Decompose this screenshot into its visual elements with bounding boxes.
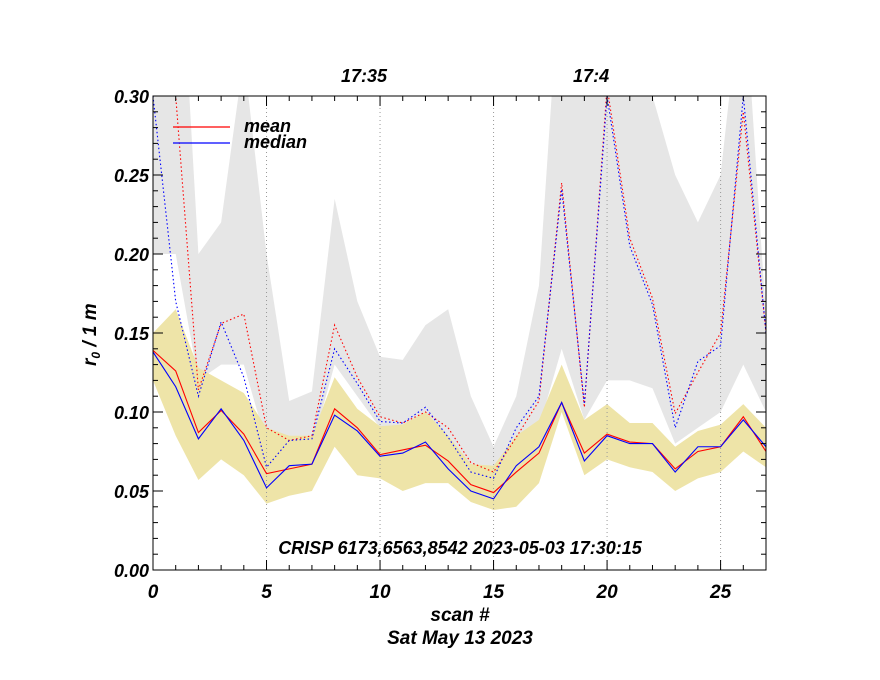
series-line-2 bbox=[175, 96, 766, 473]
x-tick-label-3: 15 bbox=[483, 582, 505, 603]
y-tick-label-5: 0.25 bbox=[114, 166, 150, 186]
y-tick-label-1: 0.05 bbox=[114, 482, 150, 502]
band-1 bbox=[153, 309, 766, 510]
x-tick-label-1: 5 bbox=[261, 582, 272, 603]
x-tick-label-0: 0 bbox=[148, 582, 159, 603]
series-line-1 bbox=[153, 351, 766, 500]
y-tick-label-4: 0.20 bbox=[114, 245, 149, 265]
dataset-annotation: CRISP 6173,6563,8542 2023-05-03 17:30:15 bbox=[278, 538, 643, 558]
spread-bands bbox=[153, 96, 766, 510]
y-tick-label-3: 0.15 bbox=[114, 324, 150, 344]
axes: 0 5 10 15 20 25 0.00 0.05 0.10 0.15 0.20 0.25 0.30 17… bbox=[114, 66, 767, 603]
x-axis-label: scan # bbox=[430, 605, 490, 626]
time-marker-0: 17:35 bbox=[341, 66, 388, 86]
x-tick-label-2: 10 bbox=[369, 582, 391, 603]
y-tick-label-2: 0.10 bbox=[114, 403, 149, 423]
legend-mean-label: mean bbox=[244, 116, 291, 136]
band-0 bbox=[153, 96, 766, 476]
x-tick-label-4: 20 bbox=[596, 582, 619, 603]
time-marker-1: 17:4 bbox=[573, 66, 609, 86]
series-line-0 bbox=[153, 349, 766, 494]
series-lines bbox=[153, 96, 766, 500]
legend-median-label: median bbox=[244, 132, 307, 152]
y-axis-label: r0 / 1 m bbox=[80, 303, 103, 366]
series-line-3 bbox=[153, 96, 766, 480]
date-subtitle: Sat May 13 2023 bbox=[387, 628, 533, 649]
y-tick-label-6: 0.30 bbox=[114, 87, 149, 107]
legend: mean median bbox=[173, 116, 307, 152]
y-tick-label-0: 0.00 bbox=[114, 561, 149, 581]
x-tick-label-5: 25 bbox=[709, 582, 732, 603]
